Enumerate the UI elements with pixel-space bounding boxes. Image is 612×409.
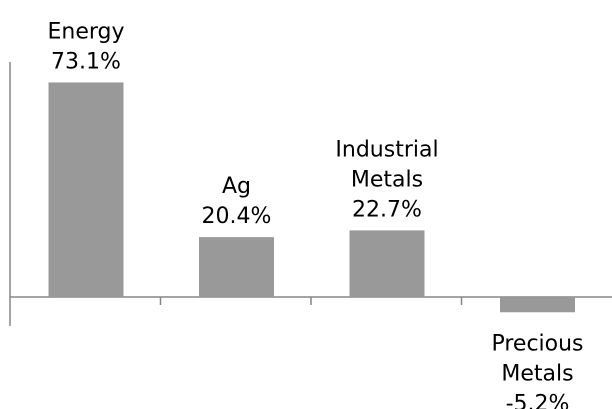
bar-ag <box>199 237 274 297</box>
data-label-line: -5.2% <box>506 391 570 409</box>
bar-energy <box>48 82 124 297</box>
data-label-line: Energy <box>47 19 124 44</box>
bars <box>48 82 575 313</box>
data-label-line: Metals <box>351 167 423 192</box>
data-label-line: 73.1% <box>51 49 121 74</box>
data-label-line: Ag <box>222 174 251 199</box>
bar-precious-metals <box>500 297 575 313</box>
bar-industrial-metals <box>349 230 425 297</box>
data-label-precious-metals: Precious Metals -5.2% <box>491 331 583 409</box>
data-labels: Energy 73.1% Ag 20.4% Industrial Metals 22.7% P… <box>47 19 583 409</box>
data-label-ag: Ag 20.4% <box>202 174 272 229</box>
data-label-line: 22.7% <box>352 197 422 222</box>
data-label-line: Precious <box>491 331 583 356</box>
data-label-industrial-metals: Industrial Metals 22.7% <box>335 137 438 222</box>
data-label-line: Metals <box>501 361 573 386</box>
data-label-line: 20.4% <box>202 204 272 229</box>
data-label-line: Industrial <box>335 137 438 162</box>
data-label-energy: Energy 73.1% <box>47 19 124 74</box>
